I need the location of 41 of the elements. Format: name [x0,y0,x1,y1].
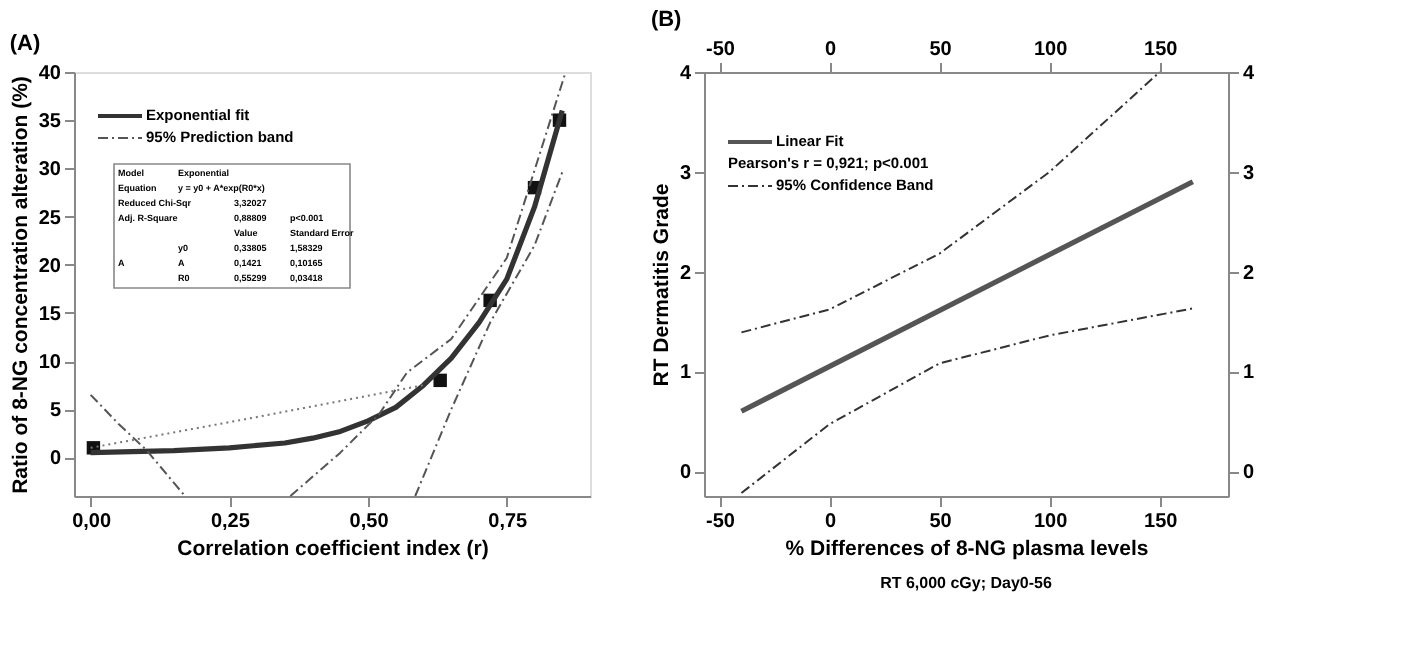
y2-tick-label: 0 [1243,462,1255,485]
y-axis-title: RT Dermatitis Grade [649,183,674,387]
y-tick-label: 25 [38,207,62,230]
y2-tick-label: 2 [1243,262,1255,285]
line-series [414,171,564,497]
x-tick-label: 0,75 [488,511,529,533]
y-tick-label: 5 [49,400,62,423]
y2-tick-label: 3 [1243,162,1255,185]
point [433,373,447,388]
y-tick-label: 2 [679,262,692,285]
line-series [740,307,1194,495]
line-series [88,107,565,456]
text: RT 6,000 cGy; Day0-56 [880,574,1053,592]
x-tick-label: 0,00 [72,511,112,533]
y-axis-title: Ratio of 8-NG concentration alteration (%) [8,76,33,494]
x-tick-label: 50 [929,39,953,61]
y-tick-label: 10 [38,352,62,375]
y-tick-label: 35 [38,111,62,134]
x-tick-label: 0 [824,39,837,61]
line-series [289,72,567,497]
x-tick-label: 100 [1033,39,1069,61]
x-tick-label: 0,25 [210,511,251,533]
y2-tick-label: 1 [1243,362,1255,385]
y-tick-label: 20 [38,255,62,278]
y-tick-label: 40 [38,63,62,85]
y-tick-label: 0 [49,448,62,471]
chart-title: (A) [9,32,41,56]
y-tick-label: 0 [679,462,692,485]
x-tick-label: 150 [1144,39,1179,61]
line-series [89,393,186,497]
y-tick-label: 15 [38,303,62,326]
chart-title: (B) [650,8,683,32]
y-tick-label: 4 [679,63,692,85]
y-tick-label: 1 [679,362,692,385]
y-tick-label: 3 [679,162,692,185]
y-tick-label: 30 [38,159,62,182]
x-axis-title: Correlation coefficient index (r) [177,537,489,561]
x-tick-label: 0,50 [349,511,390,533]
x-tick-label: -50 [705,39,736,61]
y2-tick-label: 4 [1243,63,1255,85]
x-axis-title: % Differences of 8-NG plasma levels [785,537,1149,561]
